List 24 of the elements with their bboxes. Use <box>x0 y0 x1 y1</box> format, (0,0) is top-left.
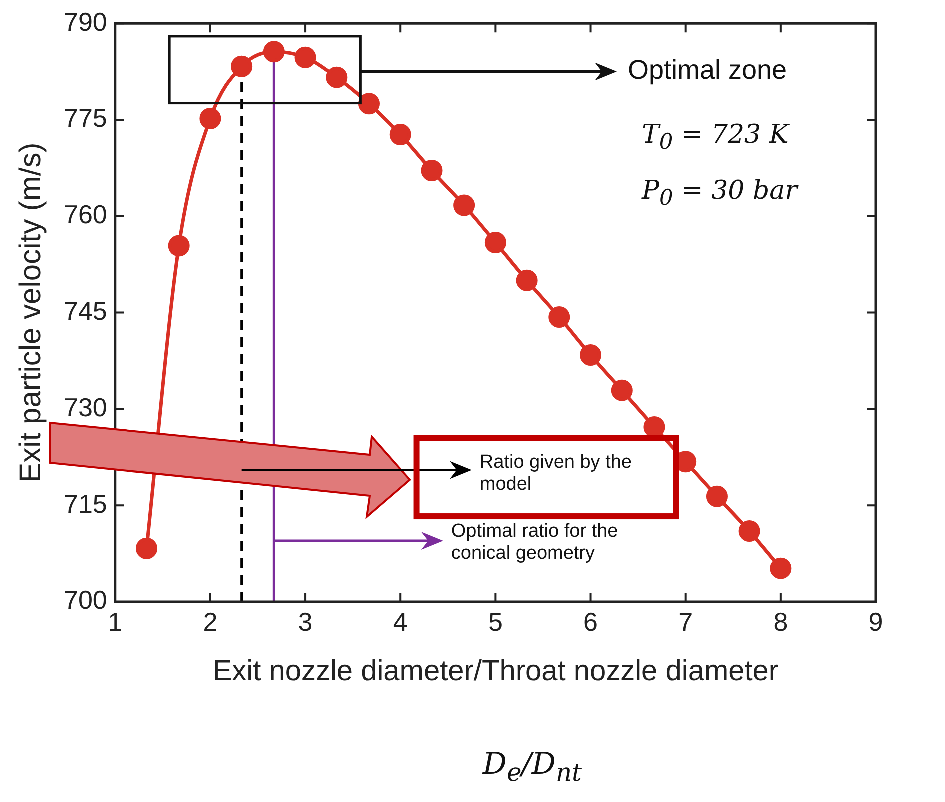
y-axis-title: Exit particle velocity (m/s) <box>14 142 48 483</box>
y-tick-label: 760 <box>64 200 108 230</box>
y-tick-label: 790 <box>64 6 108 37</box>
x-tick-label: 6 <box>584 606 598 637</box>
y-tick-label: 715 <box>64 488 108 519</box>
x-tick-label: 5 <box>488 606 503 637</box>
x-tick-label: 4 <box>393 606 408 637</box>
y-tick-label: 745 <box>64 296 108 326</box>
x-tick-label: 2 <box>203 606 218 637</box>
x-tick-label: 7 <box>678 606 694 637</box>
ref-line-label: Ratio given by the model <box>480 452 633 496</box>
y-tick-label: 730 <box>64 392 108 422</box>
y-tick-label: 700 <box>64 585 108 616</box>
x-tick-label: 9 <box>868 606 884 637</box>
text: D$_{e}$/D$_{nt}$ <box>482 747 584 788</box>
y-tick-label: 775 <box>64 103 108 134</box>
annotation: Optimal zone <box>628 54 788 86</box>
x-axis-title: Exit nozzle diameter/Throat nozzle diameter <box>212 656 779 688</box>
annotation: T$_{0}$ = 723 K <box>642 120 789 156</box>
annotation: P$_{0}$ = 30 bar <box>642 176 798 212</box>
ref-line-label: Optimal ratio for the conical geometry <box>451 520 620 565</box>
x-tick-label: 1 <box>108 606 123 637</box>
x-tick-label: 3 <box>298 606 313 637</box>
x-tick-label: 8 <box>774 606 788 637</box>
